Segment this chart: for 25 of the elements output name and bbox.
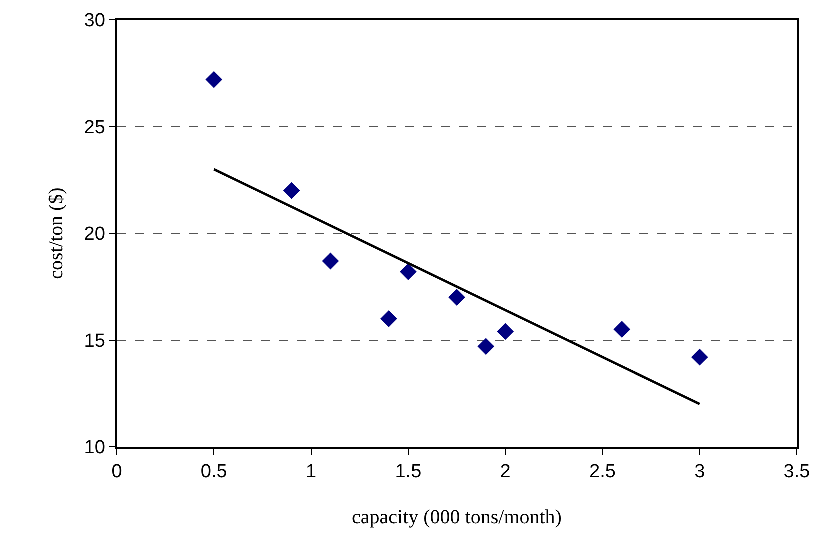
y-tick-label: 15	[84, 330, 106, 352]
point	[322, 252, 340, 270]
x-tick-label: 2.5	[590, 462, 616, 483]
y-tick-label: 25	[84, 117, 106, 138]
y-axis-title: cost/ton ($)	[45, 188, 68, 280]
point	[206, 71, 223, 88]
point	[691, 348, 708, 366]
x-tick-label: 3.5	[784, 462, 810, 483]
x-tick-label: 1	[306, 462, 317, 483]
point	[448, 289, 466, 306]
x-tick-label: 0	[112, 462, 122, 483]
y-tick-label: 20	[84, 224, 106, 246]
x-tick-label: 0.5	[200, 462, 228, 483]
point	[380, 310, 398, 328]
x-tick-label: 2	[500, 462, 511, 483]
x-tick-label: 1.5	[395, 462, 422, 483]
x-tick-label: 3	[694, 462, 706, 483]
point	[478, 338, 495, 356]
point	[283, 182, 300, 200]
y-tick-label: 30	[84, 10, 106, 32]
y-tick-label: 10	[84, 438, 106, 459]
point	[614, 321, 631, 338]
x-axis-title: capacity (000 tons/month)	[352, 506, 562, 529]
point	[497, 323, 514, 340]
point	[400, 263, 417, 280]
